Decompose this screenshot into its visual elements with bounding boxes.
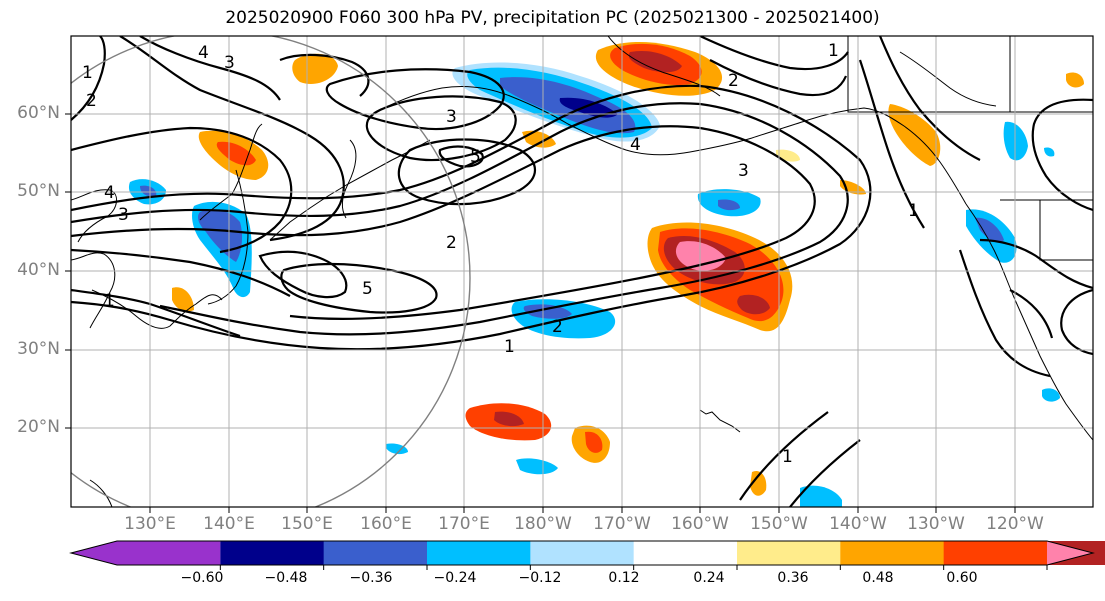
contour-label: 3 [224, 53, 235, 73]
lon-label-170w: 170°W [593, 514, 651, 534]
lon-label-150e: 150°E [281, 514, 333, 534]
colorbar-ticks [219, 565, 1048, 570]
lon-label-130e: 130°E [124, 514, 176, 534]
contour-labels: 1 2 4 3 4 3 5 2 5 4 1 3 2 1 2 3 1 1 1 [82, 41, 919, 467]
contour-label: 4 [198, 43, 209, 63]
lon-label-160w: 160°W [671, 514, 729, 534]
coastlines [71, 36, 1093, 507]
lon-label-140e: 140°E [203, 514, 255, 534]
colorbar-tick-label: −0.48 [264, 570, 308, 586]
colorbar-tick-label: −0.60 [180, 570, 224, 586]
colorbar-tick-label: −0.24 [433, 570, 477, 586]
lon-label-130w: 130°W [907, 514, 965, 534]
axis-ticks [65, 113, 1016, 513]
lat-label-60n: 60°N [17, 103, 60, 123]
colorbar-tick-label: 0.48 [862, 570, 894, 586]
lon-label-120w: 120°W [986, 514, 1044, 534]
contour-label: 1 [82, 63, 93, 83]
colorbar-tick-label: 0.60 [946, 570, 978, 586]
contour-label: 1 [104, 291, 115, 311]
contour-label: 2 [728, 71, 739, 91]
graticule [71, 36, 1093, 507]
contour-label: 2 [552, 317, 563, 337]
lon-label-140w: 140°W [829, 514, 887, 534]
colorbar-segment [633, 541, 738, 565]
colorbar-segment [220, 541, 325, 565]
contour-label: 4 [104, 183, 115, 203]
contour-label: 5 [362, 279, 373, 299]
chart-title: 2025020900 F060 300 hPa PV, precipitatio… [225, 8, 880, 28]
contour-label: 1 [504, 337, 515, 357]
colorbar-extend-low [71, 541, 221, 565]
contour-label: 1 [828, 41, 839, 61]
colorbar-outline [69, 540, 1095, 566]
colorbar-segment [840, 541, 945, 565]
colorbar-tick-label: 0.12 [608, 570, 640, 586]
colorbar-tick-label: −0.36 [349, 570, 393, 586]
contour-label: 2 [86, 91, 97, 111]
colorbar-segment [323, 541, 428, 565]
contour-label: 4 [630, 135, 641, 155]
colorbar-segment [427, 541, 531, 565]
contour-label: 3 [738, 161, 749, 181]
lon-label-170e: 170°E [438, 514, 490, 534]
pv-contours [71, 36, 1093, 507]
radius-circle [71, 36, 471, 507]
contour-label: 3 [446, 107, 457, 127]
lat-label-30n: 30°N [17, 339, 60, 359]
lat-label-50n: 50°N [17, 181, 60, 201]
lon-label-160e: 160°E [360, 514, 412, 534]
colorbar-tick-label: −0.12 [518, 570, 562, 586]
lat-label-20n: 20°N [17, 417, 60, 437]
colorbar-segment [530, 541, 635, 565]
contour-label: 1 [908, 201, 919, 221]
contour-label: 5 [470, 147, 481, 167]
colorbar-segment [737, 541, 841, 565]
colorbar-segments [71, 541, 1105, 565]
contour-label: 1 [782, 447, 793, 467]
lon-label-150w: 150°W [750, 514, 808, 534]
colorbar-extend-high [1047, 541, 1093, 565]
colorbar-tick-label: 0.36 [777, 570, 809, 586]
contour-label: 3 [118, 205, 129, 225]
lat-label-40n: 40°N [17, 260, 60, 280]
colorbar-tick-label: 0.24 [693, 570, 725, 586]
lon-label-180w: 180°W [514, 514, 572, 534]
contour-label: 2 [446, 233, 457, 253]
colorbar-segment [943, 541, 1048, 565]
